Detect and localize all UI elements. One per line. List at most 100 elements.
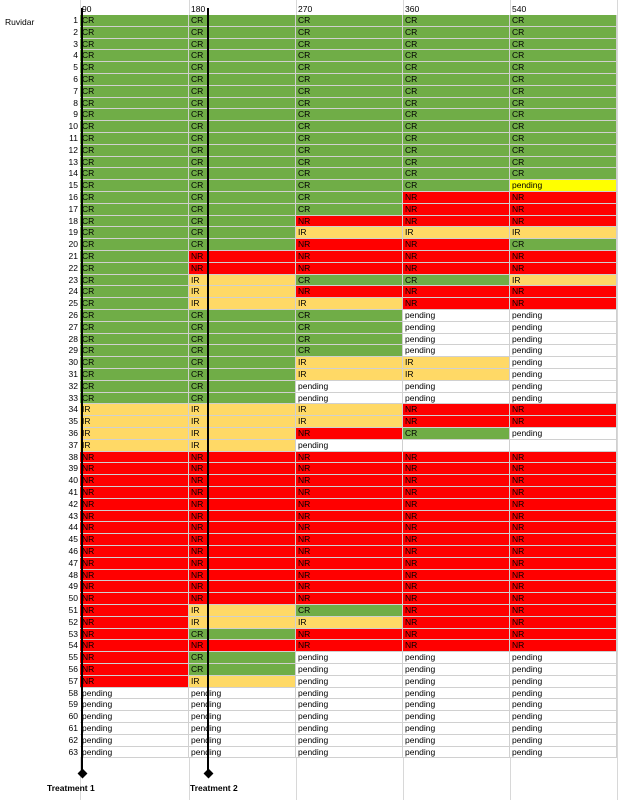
cell-r45-c270[interactable]: NR — [296, 534, 403, 546]
cell-r14-c270[interactable]: CR — [296, 168, 403, 181]
cell-r62-c540[interactable]: pending — [510, 734, 617, 747]
cell-r51-c270[interactable]: CR — [296, 605, 403, 617]
cell-r44-c270[interactable]: NR — [296, 522, 403, 535]
cell-r59-c540[interactable]: pending — [510, 699, 617, 712]
cell-r39-c180[interactable]: NR — [189, 463, 296, 476]
cell-r50-c90[interactable]: NR — [80, 593, 189, 605]
cell-r19-c540[interactable]: IR — [510, 227, 617, 240]
cell-r6-c540[interactable]: CR — [510, 74, 617, 86]
cell-r16-c360[interactable]: NR — [403, 192, 510, 204]
cell-r1-c180[interactable]: CR — [189, 15, 296, 27]
cell-r11-c360[interactable]: CR — [403, 133, 510, 145]
cell-r10-c270[interactable]: CR — [296, 121, 403, 133]
cell-r57-c270[interactable]: pending — [296, 675, 403, 688]
cell-r52-c90[interactable]: NR — [80, 616, 189, 629]
cell-r11-c180[interactable]: CR — [189, 133, 296, 145]
cell-r55-c360[interactable]: pending — [403, 652, 510, 664]
cell-r59-c90[interactable]: pending — [80, 699, 189, 712]
cell-r34-c180[interactable]: IR — [189, 404, 296, 417]
cell-r55-c540[interactable]: pending — [510, 652, 617, 664]
cell-r37-c360[interactable] — [403, 439, 510, 452]
cell-r30-c90[interactable]: CR — [80, 357, 189, 369]
cell-r62-c360[interactable]: pending — [403, 734, 510, 747]
cell-r45-c90[interactable]: NR — [80, 534, 189, 546]
cell-r2-c360[interactable]: CR — [403, 26, 510, 39]
cell-r60-c270[interactable]: pending — [296, 711, 403, 723]
cell-r36-c540[interactable]: pending — [510, 428, 617, 440]
cell-r28-c180[interactable]: CR — [189, 333, 296, 346]
cell-r14-c360[interactable]: CR — [403, 168, 510, 181]
cell-r28-c360[interactable]: pending — [403, 333, 510, 346]
cell-r14-c540[interactable]: CR — [510, 168, 617, 181]
cell-r43-c540[interactable]: NR — [510, 510, 617, 523]
cell-r29-c90[interactable]: CR — [80, 345, 189, 358]
cell-r37-c540[interactable] — [510, 439, 617, 452]
cell-r40-c180[interactable]: NR — [189, 475, 296, 487]
cell-r33-c270[interactable]: pending — [296, 392, 403, 405]
cell-r57-c180[interactable]: IR — [189, 675, 296, 688]
cell-r20-c540[interactable]: CR — [510, 239, 617, 251]
cell-r11-c270[interactable]: CR — [296, 133, 403, 145]
cell-r21-c180[interactable]: NR — [189, 251, 296, 263]
cell-r37-c270[interactable]: pending — [296, 439, 403, 452]
cell-r44-c180[interactable]: NR — [189, 522, 296, 535]
cell-r49-c180[interactable]: NR — [189, 581, 296, 594]
cell-r22-c270[interactable]: NR — [296, 262, 403, 275]
cell-r9-c360[interactable]: CR — [403, 109, 510, 122]
cell-r42-c90[interactable]: NR — [80, 498, 189, 511]
cell-r41-c360[interactable]: NR — [403, 487, 510, 499]
cell-r52-c180[interactable]: IR — [189, 616, 296, 629]
cell-r14-c180[interactable]: CR — [189, 168, 296, 181]
cell-r24-c540[interactable]: NR — [510, 286, 617, 299]
cell-r13-c540[interactable]: CR — [510, 156, 617, 169]
cell-r8-c90[interactable]: CR — [80, 97, 189, 110]
cell-r5-c180[interactable]: CR — [189, 62, 296, 74]
cell-r36-c90[interactable]: IR — [80, 428, 189, 440]
cell-r54-c90[interactable]: NR — [80, 640, 189, 653]
cell-r25-c270[interactable]: IR — [296, 298, 403, 310]
cell-r18-c540[interactable]: NR — [510, 215, 617, 228]
cell-r47-c360[interactable]: NR — [403, 557, 510, 570]
cell-r54-c180[interactable]: NR — [189, 640, 296, 653]
cell-r12-c540[interactable]: CR — [510, 144, 617, 157]
cell-r40-c360[interactable]: NR — [403, 475, 510, 487]
cell-r40-c270[interactable]: NR — [296, 475, 403, 487]
cell-r9-c540[interactable]: CR — [510, 109, 617, 122]
cell-r35-c540[interactable]: NR — [510, 416, 617, 428]
cell-r33-c540[interactable]: pending — [510, 392, 617, 405]
cell-r26-c270[interactable]: CR — [296, 310, 403, 322]
cell-r31-c90[interactable]: CR — [80, 369, 189, 381]
cell-r32-c90[interactable]: CR — [80, 380, 189, 393]
cell-r47-c540[interactable]: NR — [510, 557, 617, 570]
cell-r4-c270[interactable]: CR — [296, 50, 403, 63]
cell-r30-c180[interactable]: CR — [189, 357, 296, 369]
cell-r27-c90[interactable]: CR — [80, 321, 189, 334]
cell-r43-c180[interactable]: NR — [189, 510, 296, 523]
cell-r29-c180[interactable]: CR — [189, 345, 296, 358]
cell-r8-c360[interactable]: CR — [403, 97, 510, 110]
cell-r50-c540[interactable]: NR — [510, 593, 617, 605]
cell-r61-c90[interactable]: pending — [80, 723, 189, 735]
cell-r55-c90[interactable]: NR — [80, 652, 189, 664]
cell-r56-c180[interactable]: CR — [189, 664, 296, 676]
cell-r21-c270[interactable]: NR — [296, 251, 403, 263]
cell-r2-c90[interactable]: CR — [80, 26, 189, 39]
cell-r42-c360[interactable]: NR — [403, 498, 510, 511]
cell-r27-c360[interactable]: pending — [403, 321, 510, 334]
cell-r53-c360[interactable]: NR — [403, 628, 510, 641]
cell-r26-c90[interactable]: CR — [80, 310, 189, 322]
cell-r32-c540[interactable]: pending — [510, 380, 617, 393]
cell-r31-c180[interactable]: CR — [189, 369, 296, 381]
cell-r16-c270[interactable]: CR — [296, 192, 403, 204]
cell-r45-c360[interactable]: NR — [403, 534, 510, 546]
cell-r48-c270[interactable]: NR — [296, 569, 403, 582]
cell-r20-c180[interactable]: CR — [189, 239, 296, 251]
cell-r45-c180[interactable]: NR — [189, 534, 296, 546]
cell-r39-c90[interactable]: NR — [80, 463, 189, 476]
cell-r30-c540[interactable]: pending — [510, 357, 617, 369]
cell-r56-c90[interactable]: NR — [80, 664, 189, 676]
cell-r54-c540[interactable]: NR — [510, 640, 617, 653]
cell-r5-c90[interactable]: CR — [80, 62, 189, 74]
cell-r32-c270[interactable]: pending — [296, 380, 403, 393]
cell-r38-c540[interactable]: NR — [510, 451, 617, 464]
